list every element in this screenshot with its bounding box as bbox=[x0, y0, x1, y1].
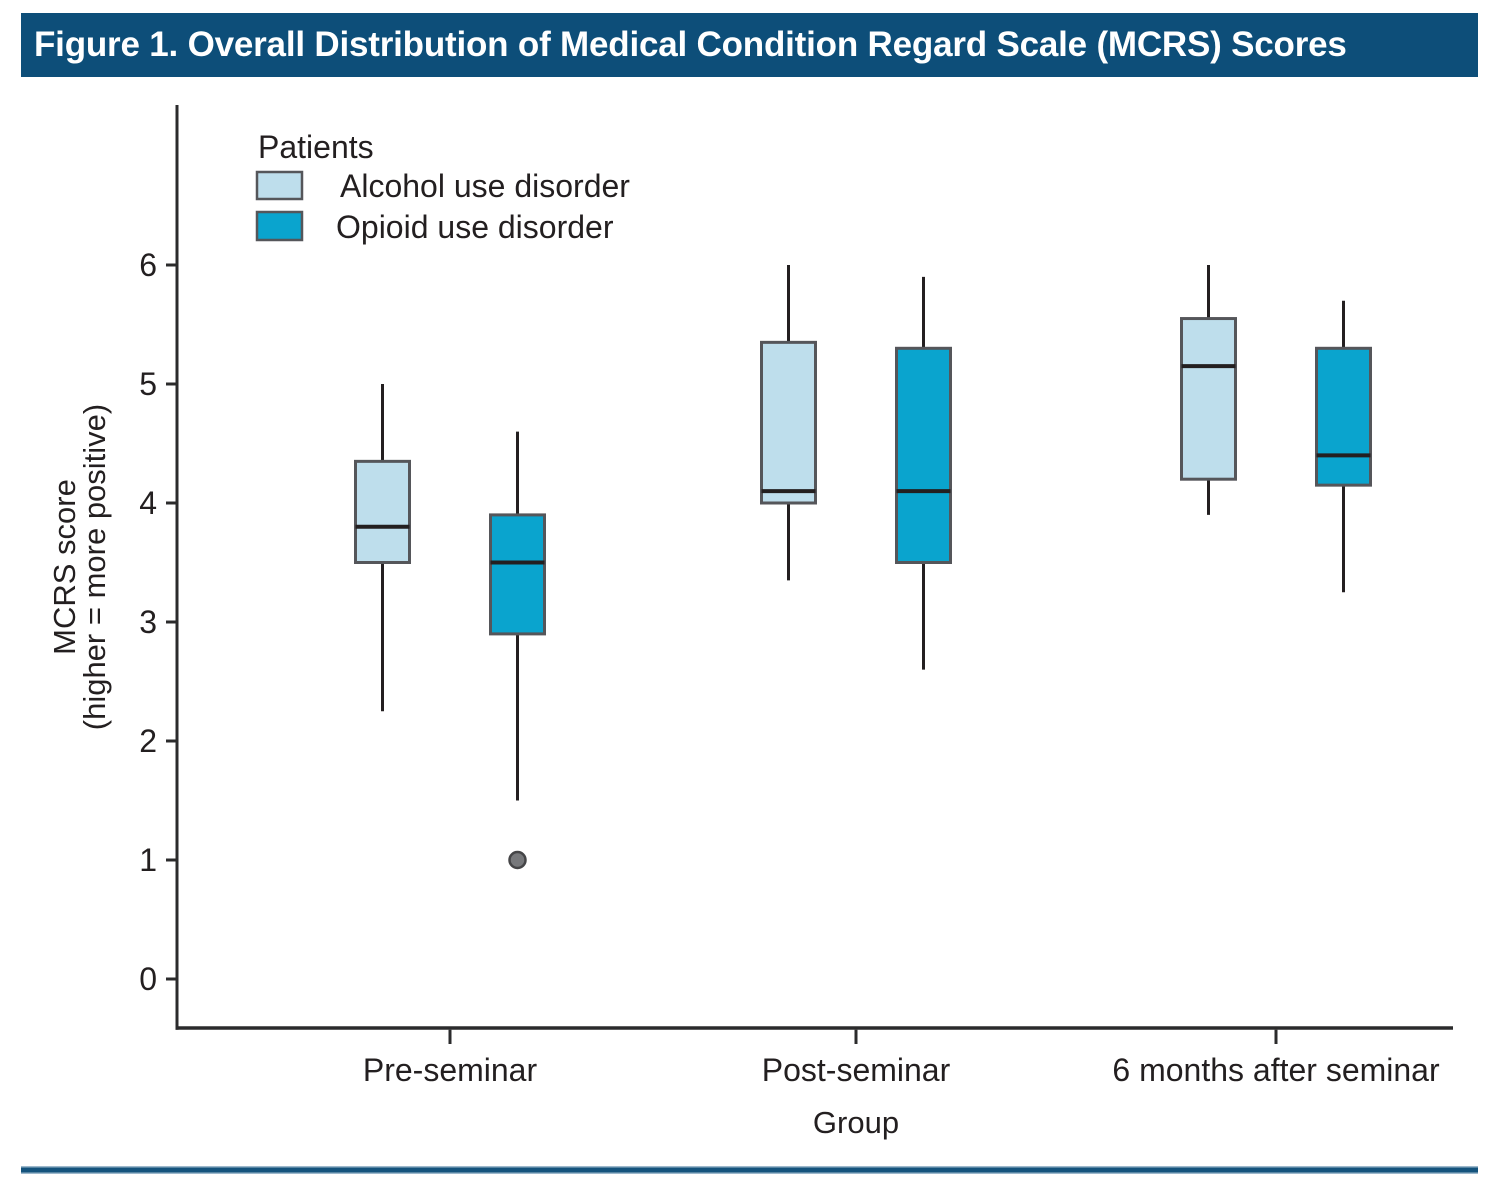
axes-layer: 0 1 2 3 4 5 6 Pre-seminar Post-seminar 6 months a… bbox=[139, 105, 1453, 1088]
iqr-box bbox=[1315, 346, 1372, 487]
x-tick-label: Pre-seminar bbox=[363, 1052, 538, 1088]
x-tick-label: Post-seminar bbox=[762, 1052, 951, 1088]
boxplot-alcohol-group1 bbox=[354, 384, 411, 712]
outlier-point bbox=[508, 850, 527, 870]
legend-label-opioid: Opioid use disorder bbox=[336, 209, 614, 245]
legend: Patients Alcohol use disorder Opioid use… bbox=[255, 129, 630, 245]
figure-title-bar: Figure 1. Overall Distribution of Medica… bbox=[21, 13, 1478, 77]
iqr-box bbox=[489, 513, 546, 636]
legend-swatch-alcohol bbox=[255, 170, 304, 201]
y-tick-label: 4 bbox=[139, 485, 157, 521]
boxplot-opioid-group1 bbox=[489, 431, 546, 870]
figure-title: Figure 1. Overall Distribution of Medica… bbox=[34, 25, 1347, 64]
boxplot-opioid-group2 bbox=[895, 276, 952, 670]
y-axis-title: MCRS score (higher = more positive) bbox=[47, 404, 112, 731]
legend-title: Patients bbox=[258, 129, 374, 165]
x-tick-label: 6 months after seminar bbox=[1112, 1052, 1440, 1088]
iqr-box bbox=[354, 459, 411, 565]
iqr-box bbox=[760, 340, 817, 505]
y-tick-label: 6 bbox=[139, 247, 157, 283]
y-axis-title-line2: (higher = more positive) bbox=[77, 404, 112, 731]
x-axis-title: Group bbox=[813, 1105, 899, 1140]
legend-label-alcohol: Alcohol use disorder bbox=[340, 168, 630, 204]
y-tick-label: 1 bbox=[139, 842, 157, 878]
boxplot-data-layer bbox=[354, 265, 1372, 870]
legend-swatch-opioid bbox=[255, 210, 304, 242]
boxplot-alcohol-group2 bbox=[760, 265, 817, 581]
y-tick-label: 3 bbox=[139, 604, 157, 640]
y-tick-label: 5 bbox=[139, 366, 157, 402]
bottom-rule bbox=[21, 1166, 1478, 1174]
y-axis-title-line1: MCRS score bbox=[47, 479, 82, 655]
iqr-box bbox=[1180, 317, 1237, 481]
y-tick-label: 2 bbox=[139, 723, 157, 759]
y-tick-label: 0 bbox=[139, 961, 157, 997]
boxplot-opioid-group3 bbox=[1315, 300, 1372, 593]
boxplot-alcohol-group3 bbox=[1180, 265, 1237, 515]
iqr-box bbox=[895, 346, 952, 564]
